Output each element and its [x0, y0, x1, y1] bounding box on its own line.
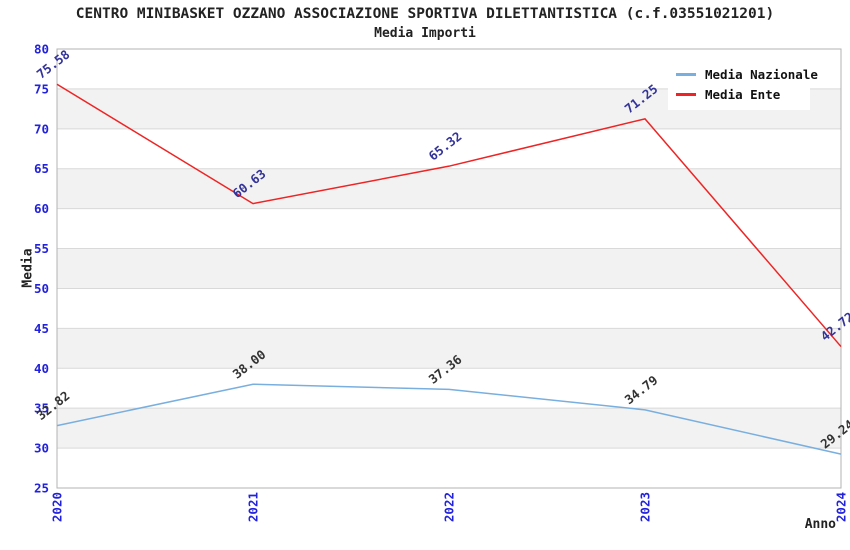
- x-axis-title: Anno: [804, 517, 836, 532]
- y-tick-label: 40: [34, 361, 49, 376]
- grid-band: [57, 328, 841, 369]
- y-tick-label: 30: [34, 441, 49, 456]
- chart-subtitle: Media Importi: [374, 26, 476, 41]
- x-tick-label: 2024: [834, 492, 849, 522]
- series-line-media-nazionale: [56, 383, 842, 455]
- x-tick-label: 2020: [50, 492, 65, 522]
- y-tick-label: 55: [34, 241, 49, 256]
- series-line-media-ente: [56, 83, 842, 348]
- y-tick-label: 65: [34, 161, 49, 176]
- x-tick-label: 2023: [638, 492, 653, 522]
- x-tick-label: 2022: [442, 492, 457, 522]
- y-tick-label: 45: [34, 321, 49, 336]
- y-tick-label: 35: [34, 401, 49, 416]
- plot-border: [56, 48, 842, 489]
- legend-label: Media Nazionale: [705, 66, 818, 82]
- y-axis-title: Media: [20, 248, 36, 288]
- grid-band: [57, 408, 841, 449]
- y-tick-label: 60: [34, 201, 49, 216]
- y-tick-label: 25: [34, 481, 49, 496]
- grid-band: [57, 248, 841, 289]
- legend-item: Media Nazionale: [676, 64, 818, 84]
- y-tick-label: 75: [34, 81, 49, 96]
- legend-item: Media Ente: [676, 84, 802, 104]
- legend-swatch-icon: [676, 72, 696, 76]
- x-tick-label: 2021: [246, 492, 261, 522]
- grid-band: [57, 168, 841, 209]
- legend-label: Media Ente: [705, 86, 781, 102]
- y-tick-label: 80: [34, 42, 49, 57]
- data-label: 65.32: [426, 129, 465, 164]
- chart-title: CENTRO MINIBASKET OZZANO ASSOCIAZIONE SP…: [75, 6, 775, 22]
- legend: Media Nazionale Media Ente: [668, 57, 818, 110]
- data-label: 34.79: [622, 372, 661, 407]
- legend-swatch-icon: [676, 92, 696, 96]
- y-tick-label: 50: [34, 281, 49, 296]
- y-tick-label: 70: [34, 121, 49, 136]
